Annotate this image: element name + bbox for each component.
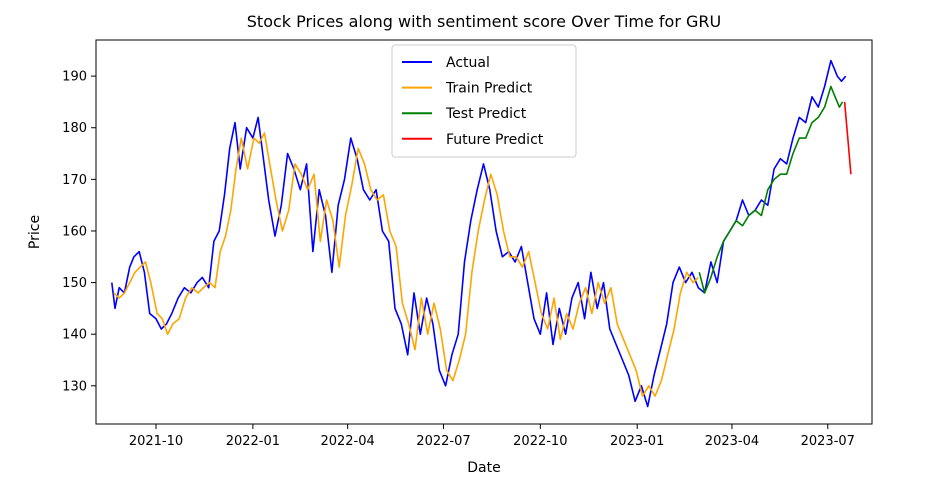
chart-legend: Actual Train Predict Test Predict Future Pr… (391, 44, 577, 158)
chart-title: Stock Prices along with sentiment score … (247, 12, 721, 31)
x-tick-label: 2022-10 (513, 434, 567, 449)
series-layer (111, 59, 852, 408)
legend-box (391, 44, 577, 158)
series-line-2 (113, 132, 699, 397)
y-axis: 130 140 150 160 170 180 190 (62, 70, 96, 394)
x-tick-label: 2023-04 (705, 434, 759, 449)
x-tick-label: 2023-01 (610, 434, 664, 449)
y-tick-label: 160 (62, 224, 87, 239)
y-tick-label: 190 (62, 70, 87, 85)
series-line-1 (111, 59, 847, 408)
series-line-3 (698, 85, 844, 294)
y-tick-label: 130 (62, 379, 87, 394)
y-tick-label: 170 (62, 173, 87, 188)
x-tick-label: 2021-10 (129, 434, 183, 449)
legend-label-2: Train Predict (445, 81, 533, 97)
legend-label-4: Future Predict (446, 132, 544, 148)
x-tick-label: 2022-07 (416, 434, 470, 449)
y-axis-label: Price (27, 215, 43, 249)
y-tick-label: 150 (62, 276, 87, 291)
x-axis-label: Date (467, 460, 500, 476)
legend-label-3: Test Predict (445, 106, 527, 122)
x-axis: 2021-10 2022-01 2022-04 2022-07 2022-10 2023-… (129, 424, 855, 449)
series-line-4 (843, 101, 852, 175)
y-tick-label: 180 (62, 121, 87, 136)
legend-label-1: Actual (446, 55, 490, 71)
y-tick-label: 140 (62, 328, 87, 343)
x-tick-label: 2022-04 (320, 434, 374, 449)
x-tick-label: 2023-07 (801, 434, 855, 449)
x-tick-label: 2022-01 (226, 434, 280, 449)
